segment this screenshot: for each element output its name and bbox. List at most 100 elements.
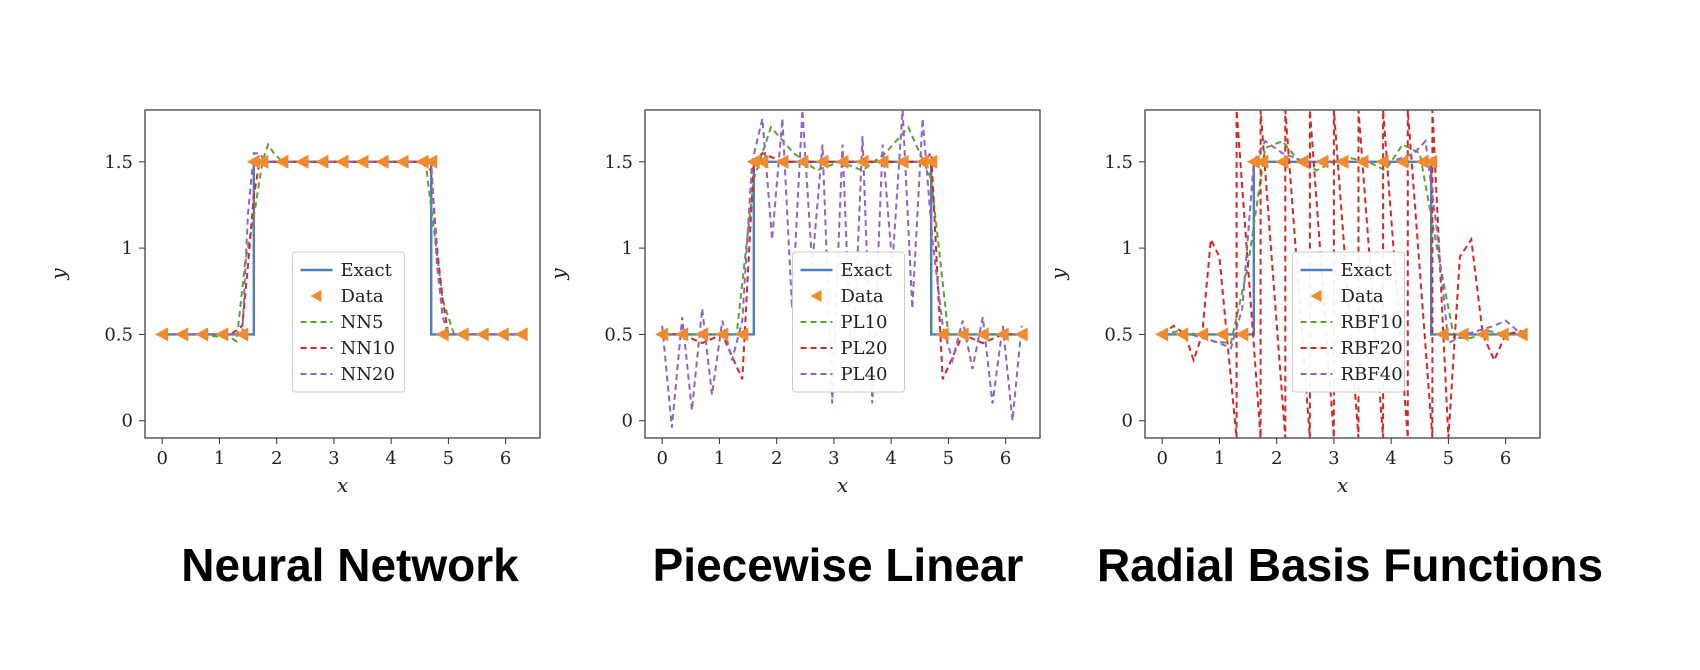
y-tick-label: 0 — [622, 411, 633, 432]
data-point — [455, 327, 469, 342]
data-point — [335, 154, 349, 169]
legend-item-pl40-label: PL40 — [841, 364, 888, 385]
y-tick-label: 0.5 — [104, 324, 133, 345]
caption-piecewise-linear: Piecewise Linear — [652, 539, 1024, 591]
x-tick-label: 3 — [828, 448, 839, 469]
data-point — [1335, 154, 1349, 169]
y-tick-label: 1 — [122, 238, 133, 259]
legend-item-rbf10-label: RBF10 — [1341, 312, 1403, 333]
data-point — [955, 327, 969, 342]
x-tick-label: 1 — [1214, 448, 1225, 469]
legend: Exact Data NN5 NN10 NN20 — [292, 251, 405, 393]
data-point — [975, 327, 989, 342]
data-point — [475, 327, 489, 342]
data-point — [375, 154, 389, 169]
legend-item-nn20-label: NN20 — [341, 364, 395, 385]
legend-item-pl20-label: PL20 — [841, 338, 888, 359]
plot-frame — [144, 109, 541, 439]
data-point — [715, 327, 729, 342]
data-point — [755, 154, 769, 169]
y-axis-label: y — [546, 268, 570, 281]
data-point — [735, 327, 749, 342]
x-tick-label: 2 — [1271, 448, 1282, 469]
x-tick-label: 4 — [885, 448, 896, 469]
legend-item-nn10-label: NN10 — [341, 338, 395, 359]
legend-item-data-label: Data — [841, 286, 884, 307]
legend-item-data-swatch — [310, 290, 322, 302]
data-point — [695, 327, 709, 342]
x-tick-label: 2 — [271, 448, 282, 469]
legend-item-exact-label: Exact — [841, 260, 893, 281]
data-point — [835, 154, 849, 169]
x-tick-label: 0 — [1156, 448, 1167, 469]
legend-box — [792, 251, 905, 393]
x-tick-label: 3 — [1328, 448, 1339, 469]
data-point — [1455, 327, 1469, 342]
series-line-nn20 — [162, 152, 522, 336]
data-point — [895, 154, 909, 169]
x-tick-label: 5 — [943, 448, 954, 469]
data-point — [1415, 154, 1429, 169]
legend-item-nn5-label: NN5 — [341, 312, 384, 333]
series-line-rbf20 — [1161, 110, 1522, 438]
y-tick-label: 0 — [1122, 411, 1133, 432]
chart-radial-basis-functions: 0 1 2 3 4 5 6 0 0.5 1 1.5 x y Exact Data RBF10 RBF20 RBF4… — [1046, 109, 1541, 497]
data-point — [675, 327, 689, 342]
data-point — [1435, 327, 1449, 342]
data-point — [1246, 154, 1260, 169]
x-tick-label: 6 — [500, 448, 511, 469]
x-tick-label: 2 — [771, 448, 782, 469]
x-tick-label: 0 — [156, 448, 167, 469]
legend-item-rbf20-label: RBF20 — [1341, 338, 1403, 359]
data-point — [1255, 154, 1269, 169]
data-point — [746, 154, 760, 169]
legend-box — [1292, 251, 1405, 393]
data-point — [175, 327, 189, 342]
data-point — [1155, 327, 1169, 342]
data-point — [514, 327, 528, 342]
legend-item-data-label: Data — [1341, 286, 1384, 307]
data-point — [435, 327, 449, 342]
legend-item-data-swatch — [1310, 290, 1322, 302]
y-axis-label: y — [1046, 268, 1070, 281]
data-point — [424, 154, 438, 169]
data-point — [415, 154, 429, 169]
data-point — [1475, 327, 1489, 342]
data-point — [1295, 154, 1309, 169]
x-tick-label: 1 — [214, 448, 225, 469]
data-point — [1215, 327, 1229, 342]
y-tick-label: 1.5 — [604, 152, 633, 173]
data-point — [1424, 154, 1438, 169]
data-point — [815, 154, 829, 169]
chart-neural-network: 0 1 2 3 4 5 6 0 0.5 1 1.5 x y Exact Data NN5 NN10 NN20 — [46, 109, 541, 497]
legend-item-data-label: Data — [341, 286, 384, 307]
legend-item-exact-label: Exact — [1341, 260, 1393, 281]
data-point — [875, 154, 889, 169]
legend: Exact Data RBF10 RBF20 RBF40 — [1292, 251, 1405, 393]
x-tick-label: 0 — [656, 448, 667, 469]
legend: Exact Data PL10 PL20 PL40 — [792, 251, 905, 393]
data-point — [995, 327, 1009, 342]
data-point — [935, 327, 949, 342]
y-tick-label: 0.5 — [1104, 324, 1133, 345]
legend-item-data-swatch — [810, 290, 822, 302]
y-tick-label: 1.5 — [104, 152, 133, 173]
data-point — [795, 154, 809, 169]
x-tick-label: 4 — [1385, 448, 1396, 469]
data-point — [215, 327, 229, 342]
y-tick-label: 1.5 — [1104, 152, 1133, 173]
data-point — [495, 327, 509, 342]
data-point — [275, 154, 289, 169]
data-point — [255, 154, 269, 169]
caption-neural-network: Neural Network — [181, 539, 519, 591]
data-point — [775, 154, 789, 169]
chart-piecewise-linear: 0 1 2 3 4 5 6 0 0.5 1 1.5 x y Exact Data PL10 PL20 PL40 — [546, 109, 1041, 497]
data-point — [355, 154, 369, 169]
data-point — [915, 154, 929, 169]
series-line-pl40 — [661, 110, 1023, 428]
plot-frame — [1144, 109, 1541, 439]
x-tick-label: 6 — [1500, 448, 1511, 469]
data-point — [1375, 154, 1389, 169]
legend-item-pl10-label: PL10 — [841, 312, 888, 333]
